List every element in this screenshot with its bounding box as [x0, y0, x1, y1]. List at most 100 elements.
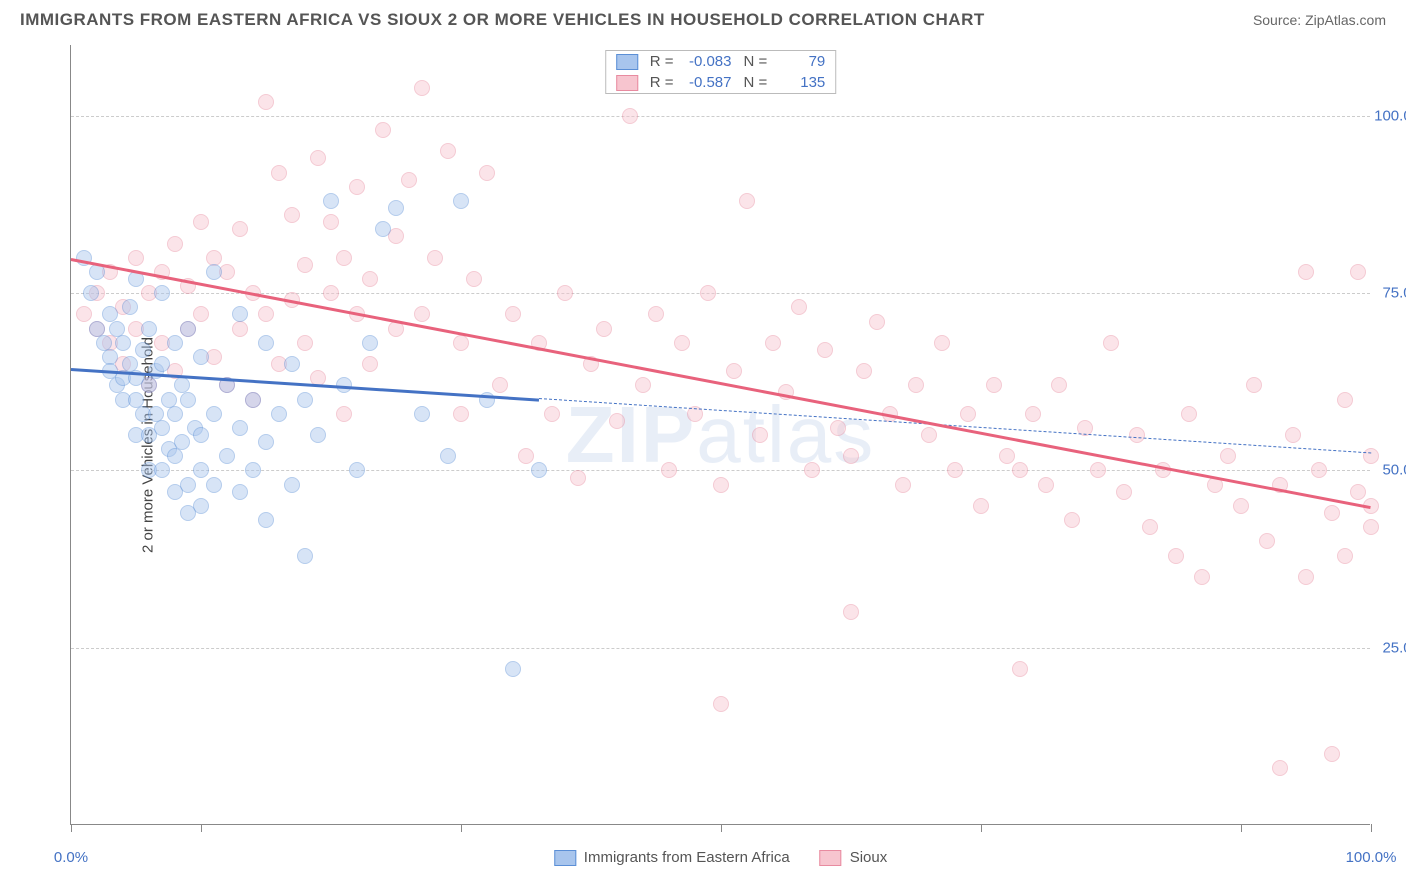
data-point [1324, 505, 1340, 521]
data-point [622, 108, 638, 124]
data-point [674, 335, 690, 351]
chart-container: 2 or more Vehicles in Household ZIPatlas… [50, 45, 1370, 845]
data-point [1194, 569, 1210, 585]
data-point [362, 271, 378, 287]
x-tick [1371, 824, 1372, 832]
data-point [362, 335, 378, 351]
data-point [1220, 448, 1236, 464]
x-tick [71, 824, 72, 832]
data-point [1142, 519, 1158, 535]
data-point [414, 80, 430, 96]
x-tick [461, 824, 462, 832]
data-point [479, 165, 495, 181]
data-point [193, 498, 209, 514]
data-point [271, 165, 287, 181]
data-point [765, 335, 781, 351]
legend-swatch [820, 850, 842, 866]
data-point [232, 420, 248, 436]
data-point [206, 477, 222, 493]
data-point [135, 342, 151, 358]
x-tick [201, 824, 202, 832]
data-point [921, 427, 937, 443]
data-point [1025, 406, 1041, 422]
data-point [297, 548, 313, 564]
legend-swatch [616, 75, 638, 91]
legend-bottom: Immigrants from Eastern Africa Sioux [554, 849, 887, 866]
data-point [908, 377, 924, 393]
data-point [193, 427, 209, 443]
data-point [297, 392, 313, 408]
data-point [258, 306, 274, 322]
data-point [401, 172, 417, 188]
data-point [1051, 377, 1067, 393]
data-point [180, 392, 196, 408]
gridline-h [71, 648, 1370, 649]
data-point [284, 356, 300, 372]
data-point [1246, 377, 1262, 393]
data-point [349, 462, 365, 478]
y-tick-label: 25.0% [1382, 639, 1406, 656]
data-point [297, 257, 313, 273]
data-point [206, 264, 222, 280]
x-tick-label: 100.0% [1346, 849, 1397, 866]
data-point [414, 306, 430, 322]
data-point [1324, 746, 1340, 762]
data-point [713, 477, 729, 493]
stat-n-label: N = [744, 74, 768, 91]
data-point [297, 335, 313, 351]
data-point [336, 250, 352, 266]
stat-n-value: 79 [775, 53, 825, 70]
x-tick [1241, 824, 1242, 832]
data-point [193, 306, 209, 322]
data-point [973, 498, 989, 514]
data-point [1350, 484, 1366, 500]
data-point [414, 406, 430, 422]
data-point [466, 271, 482, 287]
data-point [726, 363, 742, 379]
data-point [167, 448, 183, 464]
data-point [947, 462, 963, 478]
data-point [505, 661, 521, 677]
stat-r-label: R = [650, 74, 674, 91]
data-point [128, 250, 144, 266]
legend-swatch [554, 850, 576, 866]
data-point [206, 406, 222, 422]
data-point [323, 193, 339, 209]
data-point [258, 94, 274, 110]
y-tick-label: 75.0% [1382, 285, 1406, 302]
data-point [596, 321, 612, 337]
data-point [193, 214, 209, 230]
stats-row: R =-0.587N =135 [606, 72, 836, 93]
data-point [375, 221, 391, 237]
data-point [999, 448, 1015, 464]
data-point [440, 143, 456, 159]
data-point [713, 696, 729, 712]
data-point [830, 420, 846, 436]
data-point [1116, 484, 1132, 500]
data-point [856, 363, 872, 379]
stat-r-label: R = [650, 53, 674, 70]
data-point [453, 335, 469, 351]
plot-area: ZIPatlas R =-0.083N =79R =-0.587N =135 I… [70, 45, 1370, 825]
data-point [323, 214, 339, 230]
data-point [258, 434, 274, 450]
data-point [115, 335, 131, 351]
stat-n-label: N = [744, 53, 768, 70]
data-point [843, 604, 859, 620]
data-point [310, 427, 326, 443]
data-point [284, 207, 300, 223]
data-point [505, 306, 521, 322]
legend-label: Sioux [850, 849, 888, 866]
data-point [544, 406, 560, 422]
chart-title: IMMIGRANTS FROM EASTERN AFRICA VS SIOUX … [20, 10, 985, 30]
data-point [1103, 335, 1119, 351]
data-point [869, 314, 885, 330]
data-point [427, 250, 443, 266]
stat-n-value: 135 [775, 74, 825, 91]
data-point [362, 356, 378, 372]
legend-label: Immigrants from Eastern Africa [584, 849, 790, 866]
legend-item: Immigrants from Eastern Africa [554, 849, 790, 866]
data-point [791, 299, 807, 315]
data-point [193, 349, 209, 365]
data-point [388, 200, 404, 216]
